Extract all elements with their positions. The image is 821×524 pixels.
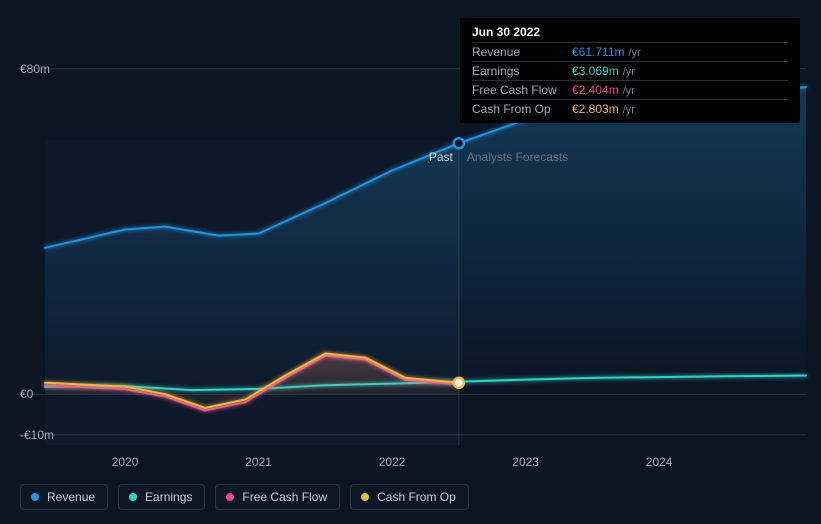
x-axis-tick: 2022 (379, 455, 406, 469)
tooltip-metric-suffix: /yr (628, 47, 640, 59)
tooltip-metric-value: €3.069m (572, 64, 619, 78)
tooltip-metric-name: Cash From Op (472, 102, 572, 116)
tooltip-row: Earnings€3.069m/yr (472, 61, 788, 80)
chart-legend: Revenue Earnings Free Cash Flow Cash From O… (20, 484, 469, 510)
tooltip-metric-name: Earnings (472, 64, 572, 78)
tooltip-row: Free Cash Flow€2.404m/yr (472, 80, 788, 99)
x-axis-tick: 2024 (646, 455, 673, 469)
tooltip-date: Jun 30 2022 (472, 25, 788, 42)
tooltip-metric-name: Revenue (472, 45, 572, 59)
legend-label: Cash From Op (377, 490, 456, 504)
tooltip-row: Cash From Op€2.803m/yr (472, 99, 788, 118)
tooltip-metric-value: €2.404m (572, 83, 619, 97)
tooltip-metric-value: €61.711m (572, 45, 624, 59)
legend-item[interactable]: Earnings (118, 484, 205, 510)
legend-dot-icon (31, 493, 39, 501)
legend-label: Revenue (47, 490, 95, 504)
tooltip-metric-suffix: /yr (623, 85, 635, 97)
x-axis-tick: 2023 (512, 455, 539, 469)
y-axis-tick: €0 (20, 387, 33, 401)
tooltip-row: Revenue€61.711m/yr (472, 42, 788, 61)
legend-label: Earnings (145, 490, 192, 504)
tooltip-metric-name: Free Cash Flow (472, 83, 572, 97)
y-axis-tick: €80m (20, 62, 50, 76)
legend-label: Free Cash Flow (242, 490, 327, 504)
legend-dot-icon (226, 493, 234, 501)
legend-item[interactable]: Cash From Op (350, 484, 469, 510)
tooltip-metric-suffix: /yr (623, 66, 635, 78)
y-axis-tick: -€10m (20, 428, 54, 442)
x-axis-tick: 2020 (112, 455, 139, 469)
tooltip-metric-suffix: /yr (623, 104, 635, 116)
past-section-label: Past (429, 150, 453, 164)
legend-item[interactable]: Revenue (20, 484, 108, 510)
x-axis-tick: 2021 (245, 455, 272, 469)
legend-dot-icon (361, 493, 369, 501)
hover-tooltip: Jun 30 2022 Revenue€61.711m/yrEarnings€3… (460, 18, 800, 123)
earnings-revenue-chart[interactable]: €80m €0 -€10m 2020 2021 2022 2023 2024 Past An… (0, 0, 821, 524)
tooltip-metric-value: €2.803m (572, 102, 619, 116)
legend-item[interactable]: Free Cash Flow (215, 484, 340, 510)
legend-dot-icon (129, 493, 137, 501)
forecast-section-label: Analysts Forecasts (467, 150, 568, 164)
